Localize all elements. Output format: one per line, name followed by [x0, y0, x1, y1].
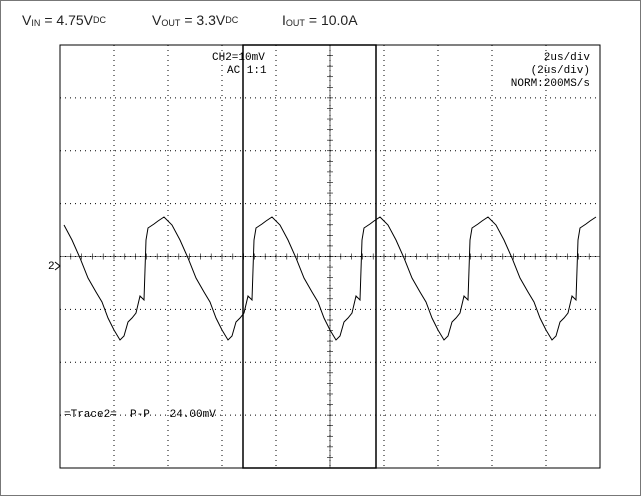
symbol: V [22, 12, 32, 28]
timebase-alt: (2us/div) [531, 65, 590, 77]
graticule [59, 44, 601, 469]
subscript: OUT [161, 18, 181, 28]
channel-marker: 2 [48, 261, 55, 273]
subscript: OUT [286, 18, 306, 28]
subscript: IN [31, 18, 40, 28]
sample-rate: NORM:200MS/s [511, 78, 590, 90]
channel-scale: CH2=10mV [212, 52, 265, 64]
unit: DC [225, 15, 238, 25]
symbol: I [282, 12, 286, 28]
value: = 10.0A [309, 12, 358, 28]
coupling: AC 1:1 [227, 65, 267, 77]
cursor-box [242, 44, 377, 469]
marker-arrow [54, 261, 61, 271]
value: = 4.75V [44, 12, 93, 28]
header: VIN = 4.75VDC VOUT = 3.3VDC IOUT = 10.0A [22, 12, 358, 29]
measurement: =Trace2= P-P 24.00mV [64, 409, 216, 421]
header-label: IOUT = 10.0A [282, 12, 358, 29]
header-label: VIN = 4.75VDC [22, 12, 106, 29]
value: = 3.3V [184, 12, 226, 28]
unit: DC [93, 15, 106, 25]
symbol: V [152, 12, 162, 28]
waveform [63, 216, 597, 341]
timebase: 2us/div [544, 52, 591, 64]
header-label: VOUT = 3.3VDC [152, 12, 239, 29]
